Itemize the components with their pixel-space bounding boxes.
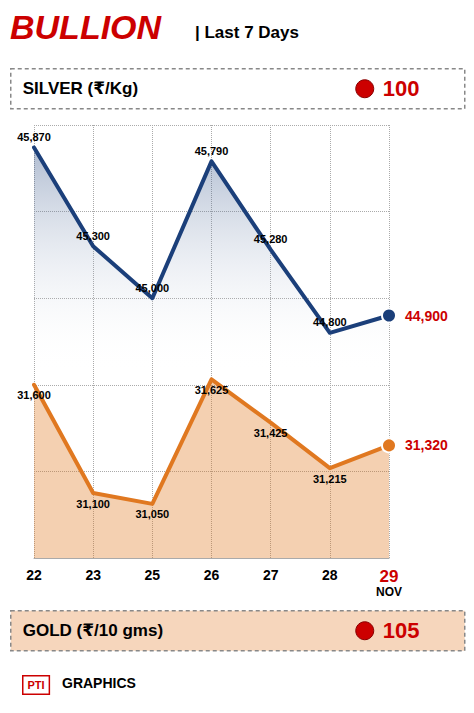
svg-text:45,280: 45,280	[254, 233, 288, 245]
svg-text:45,870: 45,870	[17, 131, 51, 143]
svg-text:100: 100	[383, 76, 420, 101]
svg-text:45,790: 45,790	[195, 145, 229, 157]
svg-text:45,000: 45,000	[136, 282, 170, 294]
svg-text:NOV: NOV	[376, 585, 402, 599]
svg-text:28: 28	[322, 567, 338, 583]
svg-text:29: 29	[380, 567, 399, 586]
svg-text:BULLION: BULLION	[10, 8, 163, 46]
svg-text:45,300: 45,300	[76, 230, 110, 242]
svg-text:22: 22	[26, 567, 42, 583]
svg-text:25: 25	[145, 567, 161, 583]
svg-text:27: 27	[263, 567, 279, 583]
svg-text:105: 105	[383, 618, 420, 643]
svg-text:44,900: 44,900	[405, 308, 448, 324]
svg-text:26: 26	[204, 567, 220, 583]
svg-text:44,800: 44,800	[313, 316, 347, 328]
svg-text:SILVER (₹/Kg): SILVER (₹/Kg)	[23, 79, 138, 98]
svg-text:31,320: 31,320	[405, 437, 448, 453]
svg-text:| Last 7 Days: | Last 7 Days	[195, 23, 299, 42]
svg-text:23: 23	[85, 567, 101, 583]
svg-text:GRAPHICS: GRAPHICS	[62, 675, 136, 691]
svg-text:GOLD (₹/10 gms): GOLD (₹/10 gms)	[23, 621, 163, 640]
svg-text:PTI: PTI	[28, 679, 45, 691]
